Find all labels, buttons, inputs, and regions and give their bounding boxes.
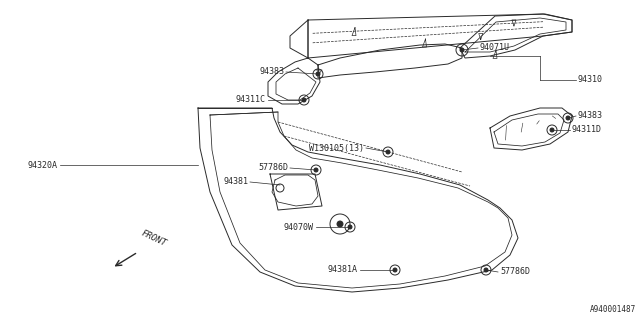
Circle shape — [484, 268, 488, 272]
Circle shape — [314, 168, 318, 172]
Text: 94311D: 94311D — [572, 125, 602, 134]
Circle shape — [550, 128, 554, 132]
Text: 94381A: 94381A — [328, 266, 358, 275]
Text: 57786D: 57786D — [500, 268, 530, 276]
Circle shape — [316, 72, 320, 76]
Text: 94383: 94383 — [259, 68, 284, 76]
Text: 94383: 94383 — [578, 111, 603, 121]
Text: 94311C: 94311C — [236, 95, 266, 105]
Circle shape — [386, 150, 390, 154]
Text: 94070W: 94070W — [284, 222, 314, 231]
Text: 94320A: 94320A — [28, 161, 58, 170]
Circle shape — [348, 225, 352, 229]
Text: 94310: 94310 — [578, 76, 603, 84]
Circle shape — [566, 116, 570, 120]
Circle shape — [337, 221, 343, 227]
Text: 94071U: 94071U — [480, 44, 510, 52]
Circle shape — [460, 48, 464, 52]
Circle shape — [393, 268, 397, 272]
Circle shape — [302, 98, 306, 102]
Text: A940001487: A940001487 — [589, 305, 636, 314]
Text: FRONT: FRONT — [140, 228, 168, 248]
Text: 57786D: 57786D — [258, 164, 288, 172]
Text: W130105(13): W130105(13) — [309, 143, 364, 153]
Text: 94381: 94381 — [223, 178, 248, 187]
